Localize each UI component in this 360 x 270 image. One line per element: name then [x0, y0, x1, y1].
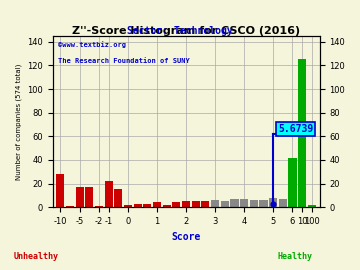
- Bar: [240, 199, 248, 207]
- Text: Unhealthy: Unhealthy: [14, 252, 58, 261]
- Bar: [85, 187, 93, 207]
- Y-axis label: Number of companies (574 total): Number of companies (574 total): [15, 63, 22, 180]
- Bar: [163, 205, 171, 207]
- Bar: [288, 158, 297, 207]
- Text: ©www.textbiz.org: ©www.textbiz.org: [58, 41, 126, 48]
- Bar: [134, 204, 142, 207]
- Bar: [230, 199, 239, 207]
- Bar: [269, 198, 277, 207]
- Bar: [308, 205, 316, 207]
- Bar: [221, 201, 229, 207]
- X-axis label: Score: Score: [171, 231, 201, 241]
- Bar: [104, 181, 113, 207]
- Bar: [56, 174, 64, 207]
- Bar: [172, 202, 180, 207]
- Bar: [298, 59, 306, 207]
- Bar: [66, 206, 74, 207]
- Text: Sector: Technology: Sector: Technology: [127, 26, 233, 36]
- Bar: [279, 199, 287, 207]
- Bar: [114, 190, 122, 207]
- Bar: [143, 204, 152, 207]
- Text: Healthy: Healthy: [278, 252, 313, 261]
- Text: 5.6739: 5.6739: [278, 124, 313, 134]
- Bar: [76, 187, 84, 207]
- Bar: [201, 201, 210, 207]
- Text: The Research Foundation of SUNY: The Research Foundation of SUNY: [58, 58, 190, 64]
- Bar: [153, 202, 161, 207]
- Bar: [249, 200, 258, 207]
- Bar: [124, 205, 132, 207]
- Bar: [182, 201, 190, 207]
- Bar: [95, 206, 103, 207]
- Title: Z''-Score Histogram for CSCO (2016): Z''-Score Histogram for CSCO (2016): [72, 26, 300, 36]
- Bar: [211, 200, 219, 207]
- Bar: [192, 201, 200, 207]
- Bar: [259, 200, 267, 207]
